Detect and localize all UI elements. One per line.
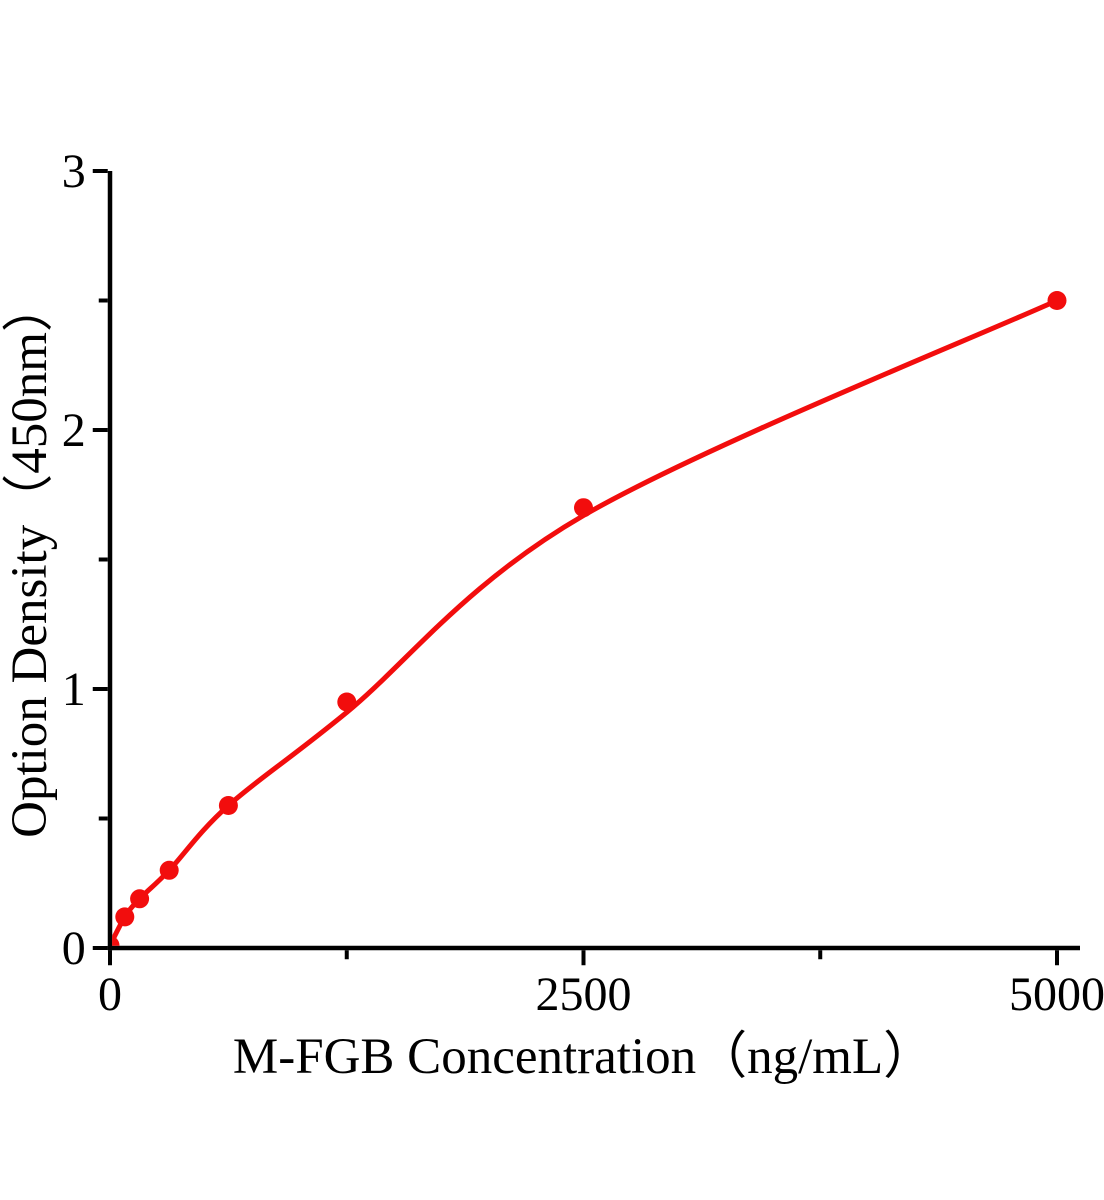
plot-area xyxy=(112,291,1067,946)
y-axis-title: Option Density（450nm） xyxy=(2,281,58,838)
data-point xyxy=(218,796,238,815)
y-tick-label: 1 xyxy=(62,663,86,716)
fit-curve xyxy=(112,298,1060,946)
y-tick-label: 2 xyxy=(62,404,86,457)
x-axis-title: M-FGB Concentration（ng/mL） xyxy=(233,1029,934,1085)
y-tick-label: 0 xyxy=(62,922,86,975)
data-point xyxy=(159,860,179,880)
data-point xyxy=(115,907,135,927)
data-point xyxy=(574,498,593,518)
y-tick-label: 3 xyxy=(62,145,86,198)
data-point xyxy=(130,889,150,909)
x-tick-label: 0 xyxy=(98,968,122,1021)
x-tick-label: 2500 xyxy=(536,968,632,1021)
data-point xyxy=(1047,291,1067,310)
data-point xyxy=(337,692,357,712)
x-tick-label: 5000 xyxy=(1009,968,1104,1021)
data-point xyxy=(112,936,120,946)
